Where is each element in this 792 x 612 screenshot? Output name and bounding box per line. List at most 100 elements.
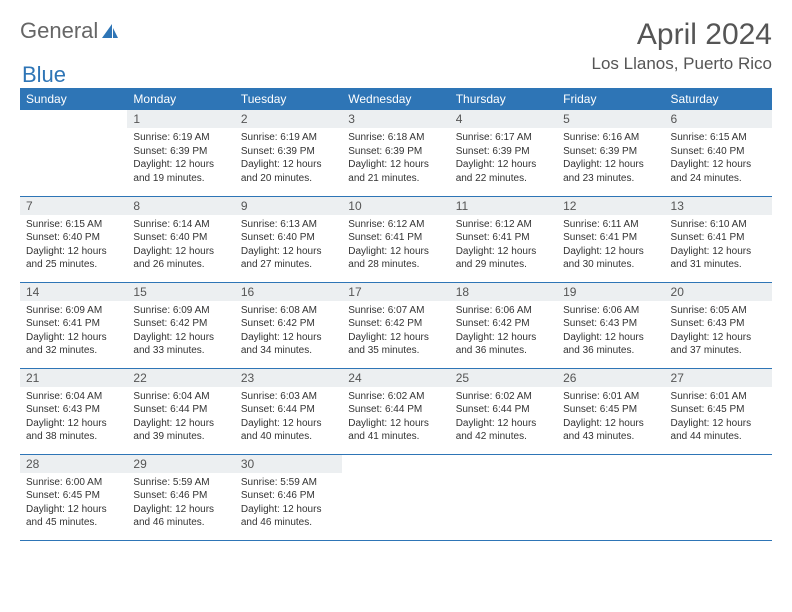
day-number: 14 <box>20 283 127 301</box>
day-details: Sunrise: 6:15 AMSunset: 6:40 PMDaylight:… <box>665 128 772 189</box>
day-details: Sunrise: 6:04 AMSunset: 6:43 PMDaylight:… <box>20 387 127 448</box>
calendar-day: 13Sunrise: 6:10 AMSunset: 6:41 PMDayligh… <box>665 196 772 282</box>
calendar-empty <box>665 454 772 540</box>
day-number: 16 <box>235 283 342 301</box>
logo: General <box>20 18 120 44</box>
calendar-day: 15Sunrise: 6:09 AMSunset: 6:42 PMDayligh… <box>127 282 234 368</box>
calendar-day: 9Sunrise: 6:13 AMSunset: 6:40 PMDaylight… <box>235 196 342 282</box>
day-number: 7 <box>20 197 127 215</box>
calendar-header-row: SundayMondayTuesdayWednesdayThursdayFrid… <box>20 88 772 110</box>
calendar-empty <box>450 454 557 540</box>
calendar-day: 27Sunrise: 6:01 AMSunset: 6:45 PMDayligh… <box>665 368 772 454</box>
day-number: 11 <box>450 197 557 215</box>
day-details: Sunrise: 6:07 AMSunset: 6:42 PMDaylight:… <box>342 301 449 362</box>
page-title: April 2024 <box>592 18 773 52</box>
day-number: 22 <box>127 369 234 387</box>
logo-part1: General <box>20 18 98 44</box>
day-details: Sunrise: 6:11 AMSunset: 6:41 PMDaylight:… <box>557 215 664 276</box>
day-details: Sunrise: 6:18 AMSunset: 6:39 PMDaylight:… <box>342 128 449 189</box>
day-number: 25 <box>450 369 557 387</box>
weekday-header: Saturday <box>665 88 772 110</box>
day-details: Sunrise: 6:13 AMSunset: 6:40 PMDaylight:… <box>235 215 342 276</box>
calendar-day: 2Sunrise: 6:19 AMSunset: 6:39 PMDaylight… <box>235 110 342 196</box>
calendar-day: 12Sunrise: 6:11 AMSunset: 6:41 PMDayligh… <box>557 196 664 282</box>
day-number: 10 <box>342 197 449 215</box>
logo-part2: Blue <box>22 62 66 88</box>
day-details: Sunrise: 6:09 AMSunset: 6:41 PMDaylight:… <box>20 301 127 362</box>
day-number: 24 <box>342 369 449 387</box>
calendar-day: 8Sunrise: 6:14 AMSunset: 6:40 PMDaylight… <box>127 196 234 282</box>
title-block: April 2024 Los Llanos, Puerto Rico <box>592 18 773 74</box>
day-number: 9 <box>235 197 342 215</box>
calendar-body: 1Sunrise: 6:19 AMSunset: 6:39 PMDaylight… <box>20 110 772 540</box>
calendar-row: 7Sunrise: 6:15 AMSunset: 6:40 PMDaylight… <box>20 196 772 282</box>
day-number: 5 <box>557 110 664 128</box>
day-details: Sunrise: 6:16 AMSunset: 6:39 PMDaylight:… <box>557 128 664 189</box>
weekday-header: Friday <box>557 88 664 110</box>
day-number: 3 <box>342 110 449 128</box>
day-number: 8 <box>127 197 234 215</box>
calendar-row: 14Sunrise: 6:09 AMSunset: 6:41 PMDayligh… <box>20 282 772 368</box>
weekday-header: Monday <box>127 88 234 110</box>
calendar-day: 28Sunrise: 6:00 AMSunset: 6:45 PMDayligh… <box>20 454 127 540</box>
day-details: Sunrise: 6:01 AMSunset: 6:45 PMDaylight:… <box>557 387 664 448</box>
calendar-empty <box>20 110 127 196</box>
day-number: 20 <box>665 283 772 301</box>
calendar-day: 5Sunrise: 6:16 AMSunset: 6:39 PMDaylight… <box>557 110 664 196</box>
day-details: Sunrise: 6:19 AMSunset: 6:39 PMDaylight:… <box>127 128 234 189</box>
day-number: 23 <box>235 369 342 387</box>
calendar-empty <box>342 454 449 540</box>
day-number: 15 <box>127 283 234 301</box>
calendar-empty <box>557 454 664 540</box>
day-number: 1 <box>127 110 234 128</box>
day-details: Sunrise: 6:06 AMSunset: 6:43 PMDaylight:… <box>557 301 664 362</box>
calendar-row: 21Sunrise: 6:04 AMSunset: 6:43 PMDayligh… <box>20 368 772 454</box>
calendar-day: 19Sunrise: 6:06 AMSunset: 6:43 PMDayligh… <box>557 282 664 368</box>
day-details: Sunrise: 6:04 AMSunset: 6:44 PMDaylight:… <box>127 387 234 448</box>
day-number: 2 <box>235 110 342 128</box>
calendar-day: 29Sunrise: 5:59 AMSunset: 6:46 PMDayligh… <box>127 454 234 540</box>
day-details: Sunrise: 6:03 AMSunset: 6:44 PMDaylight:… <box>235 387 342 448</box>
location: Los Llanos, Puerto Rico <box>592 54 773 74</box>
calendar-day: 17Sunrise: 6:07 AMSunset: 6:42 PMDayligh… <box>342 282 449 368</box>
calendar-day: 20Sunrise: 6:05 AMSunset: 6:43 PMDayligh… <box>665 282 772 368</box>
calendar-day: 6Sunrise: 6:15 AMSunset: 6:40 PMDaylight… <box>665 110 772 196</box>
day-number: 13 <box>665 197 772 215</box>
calendar-row: 28Sunrise: 6:00 AMSunset: 6:45 PMDayligh… <box>20 454 772 540</box>
calendar-day: 24Sunrise: 6:02 AMSunset: 6:44 PMDayligh… <box>342 368 449 454</box>
calendar-day: 1Sunrise: 6:19 AMSunset: 6:39 PMDaylight… <box>127 110 234 196</box>
day-number: 26 <box>557 369 664 387</box>
day-details: Sunrise: 6:00 AMSunset: 6:45 PMDaylight:… <box>20 473 127 534</box>
day-number: 12 <box>557 197 664 215</box>
day-number: 29 <box>127 455 234 473</box>
weekday-header: Wednesday <box>342 88 449 110</box>
day-details: Sunrise: 6:12 AMSunset: 6:41 PMDaylight:… <box>342 215 449 276</box>
calendar-day: 3Sunrise: 6:18 AMSunset: 6:39 PMDaylight… <box>342 110 449 196</box>
calendar-day: 7Sunrise: 6:15 AMSunset: 6:40 PMDaylight… <box>20 196 127 282</box>
calendar-day: 30Sunrise: 5:59 AMSunset: 6:46 PMDayligh… <box>235 454 342 540</box>
day-details: Sunrise: 6:06 AMSunset: 6:42 PMDaylight:… <box>450 301 557 362</box>
day-number: 21 <box>20 369 127 387</box>
day-number: 17 <box>342 283 449 301</box>
day-details: Sunrise: 6:09 AMSunset: 6:42 PMDaylight:… <box>127 301 234 362</box>
day-number: 27 <box>665 369 772 387</box>
calendar-day: 16Sunrise: 6:08 AMSunset: 6:42 PMDayligh… <box>235 282 342 368</box>
calendar-day: 21Sunrise: 6:04 AMSunset: 6:43 PMDayligh… <box>20 368 127 454</box>
day-number: 30 <box>235 455 342 473</box>
calendar-day: 26Sunrise: 6:01 AMSunset: 6:45 PMDayligh… <box>557 368 664 454</box>
day-number: 19 <box>557 283 664 301</box>
calendar-day: 4Sunrise: 6:17 AMSunset: 6:39 PMDaylight… <box>450 110 557 196</box>
day-details: Sunrise: 5:59 AMSunset: 6:46 PMDaylight:… <box>235 473 342 534</box>
day-details: Sunrise: 6:02 AMSunset: 6:44 PMDaylight:… <box>342 387 449 448</box>
calendar-day: 18Sunrise: 6:06 AMSunset: 6:42 PMDayligh… <box>450 282 557 368</box>
day-details: Sunrise: 5:59 AMSunset: 6:46 PMDaylight:… <box>127 473 234 534</box>
calendar-day: 11Sunrise: 6:12 AMSunset: 6:41 PMDayligh… <box>450 196 557 282</box>
day-details: Sunrise: 6:05 AMSunset: 6:43 PMDaylight:… <box>665 301 772 362</box>
calendar-day: 25Sunrise: 6:02 AMSunset: 6:44 PMDayligh… <box>450 368 557 454</box>
calendar-day: 23Sunrise: 6:03 AMSunset: 6:44 PMDayligh… <box>235 368 342 454</box>
day-details: Sunrise: 6:01 AMSunset: 6:45 PMDaylight:… <box>665 387 772 448</box>
calendar-row: 1Sunrise: 6:19 AMSunset: 6:39 PMDaylight… <box>20 110 772 196</box>
day-number: 18 <box>450 283 557 301</box>
calendar-table: SundayMondayTuesdayWednesdayThursdayFrid… <box>20 88 772 541</box>
day-details: Sunrise: 6:08 AMSunset: 6:42 PMDaylight:… <box>235 301 342 362</box>
